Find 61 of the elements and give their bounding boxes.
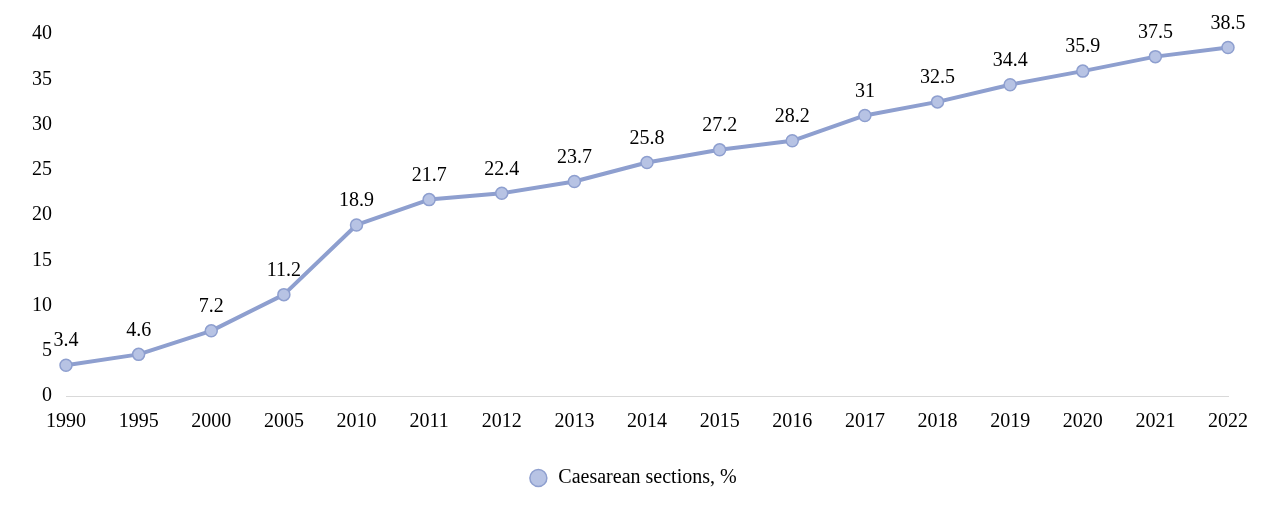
x-tick-label: 2018	[917, 409, 958, 432]
point	[204, 324, 218, 338]
data-label: 31	[854, 78, 875, 101]
point	[59, 358, 73, 372]
y-tick-label: 10	[32, 292, 52, 315]
x-tick-label: 2022	[1208, 409, 1248, 432]
x-tick-label: 2017	[844, 409, 885, 432]
data-label: 27.2	[702, 113, 738, 136]
x-tick-label: 2016	[772, 409, 813, 432]
x-tick-label: 2021	[1135, 409, 1176, 432]
data-label: 7.2	[198, 294, 224, 317]
point	[712, 143, 727, 157]
y-tick-label: 0	[42, 383, 52, 406]
point	[785, 134, 799, 148]
data-label: 34.4	[992, 47, 1028, 70]
point	[422, 192, 436, 207]
legend-label: Caesarean sections, %	[558, 465, 737, 488]
point	[930, 95, 945, 109]
x-tick-label: 2015	[699, 409, 740, 432]
point	[495, 186, 509, 201]
y-tick-label: 35	[32, 66, 52, 89]
x-tick-label: 2019	[990, 409, 1031, 432]
y-tick-label: 30	[32, 111, 52, 134]
x-tick-label: 2000	[191, 409, 232, 432]
x-tick-label: 1990	[46, 409, 86, 432]
x-tick-label: 2011	[409, 409, 449, 432]
data-label: 4.6	[126, 317, 152, 340]
data-label: 37.5	[1137, 19, 1173, 42]
data-label: 23.7	[556, 144, 592, 167]
data-label: 28.2	[774, 104, 810, 127]
data-label: 11.2	[266, 257, 302, 280]
point	[567, 174, 582, 189]
data-label: 3.4	[53, 328, 79, 351]
data-label: 21.7	[411, 162, 447, 185]
x-tick-label: 2013	[554, 409, 595, 432]
y-tick-label: 5	[42, 338, 52, 360]
y-tick-label: 20	[32, 202, 52, 225]
x-tick-label: 2020	[1062, 409, 1103, 432]
point	[349, 218, 364, 232]
x-tick-label: 2014	[627, 409, 667, 432]
y-tick-label: 40	[32, 21, 52, 44]
point	[1221, 40, 1235, 55]
x-tick-label: 2005	[263, 409, 304, 432]
point	[1003, 77, 1017, 92]
point	[1076, 64, 1090, 78]
x-tick-label: 2012	[481, 409, 522, 432]
point	[640, 155, 654, 170]
x-tick-label: 2010	[336, 409, 377, 432]
data-label: 22.4	[484, 156, 520, 179]
data-label: 38.5	[1210, 10, 1246, 33]
data-label: 18.9	[339, 188, 374, 211]
data-label: 25.8	[629, 125, 665, 148]
y-tick-label: 15	[32, 247, 52, 270]
data-label: 32.5	[920, 65, 955, 88]
point	[1148, 49, 1163, 64]
data-label: 35.9	[1065, 34, 1101, 57]
x-tick-label: 1995	[118, 409, 159, 432]
point	[131, 347, 146, 362]
point	[858, 108, 872, 123]
point	[277, 287, 291, 302]
y-tick-label: 25	[32, 157, 52, 179]
